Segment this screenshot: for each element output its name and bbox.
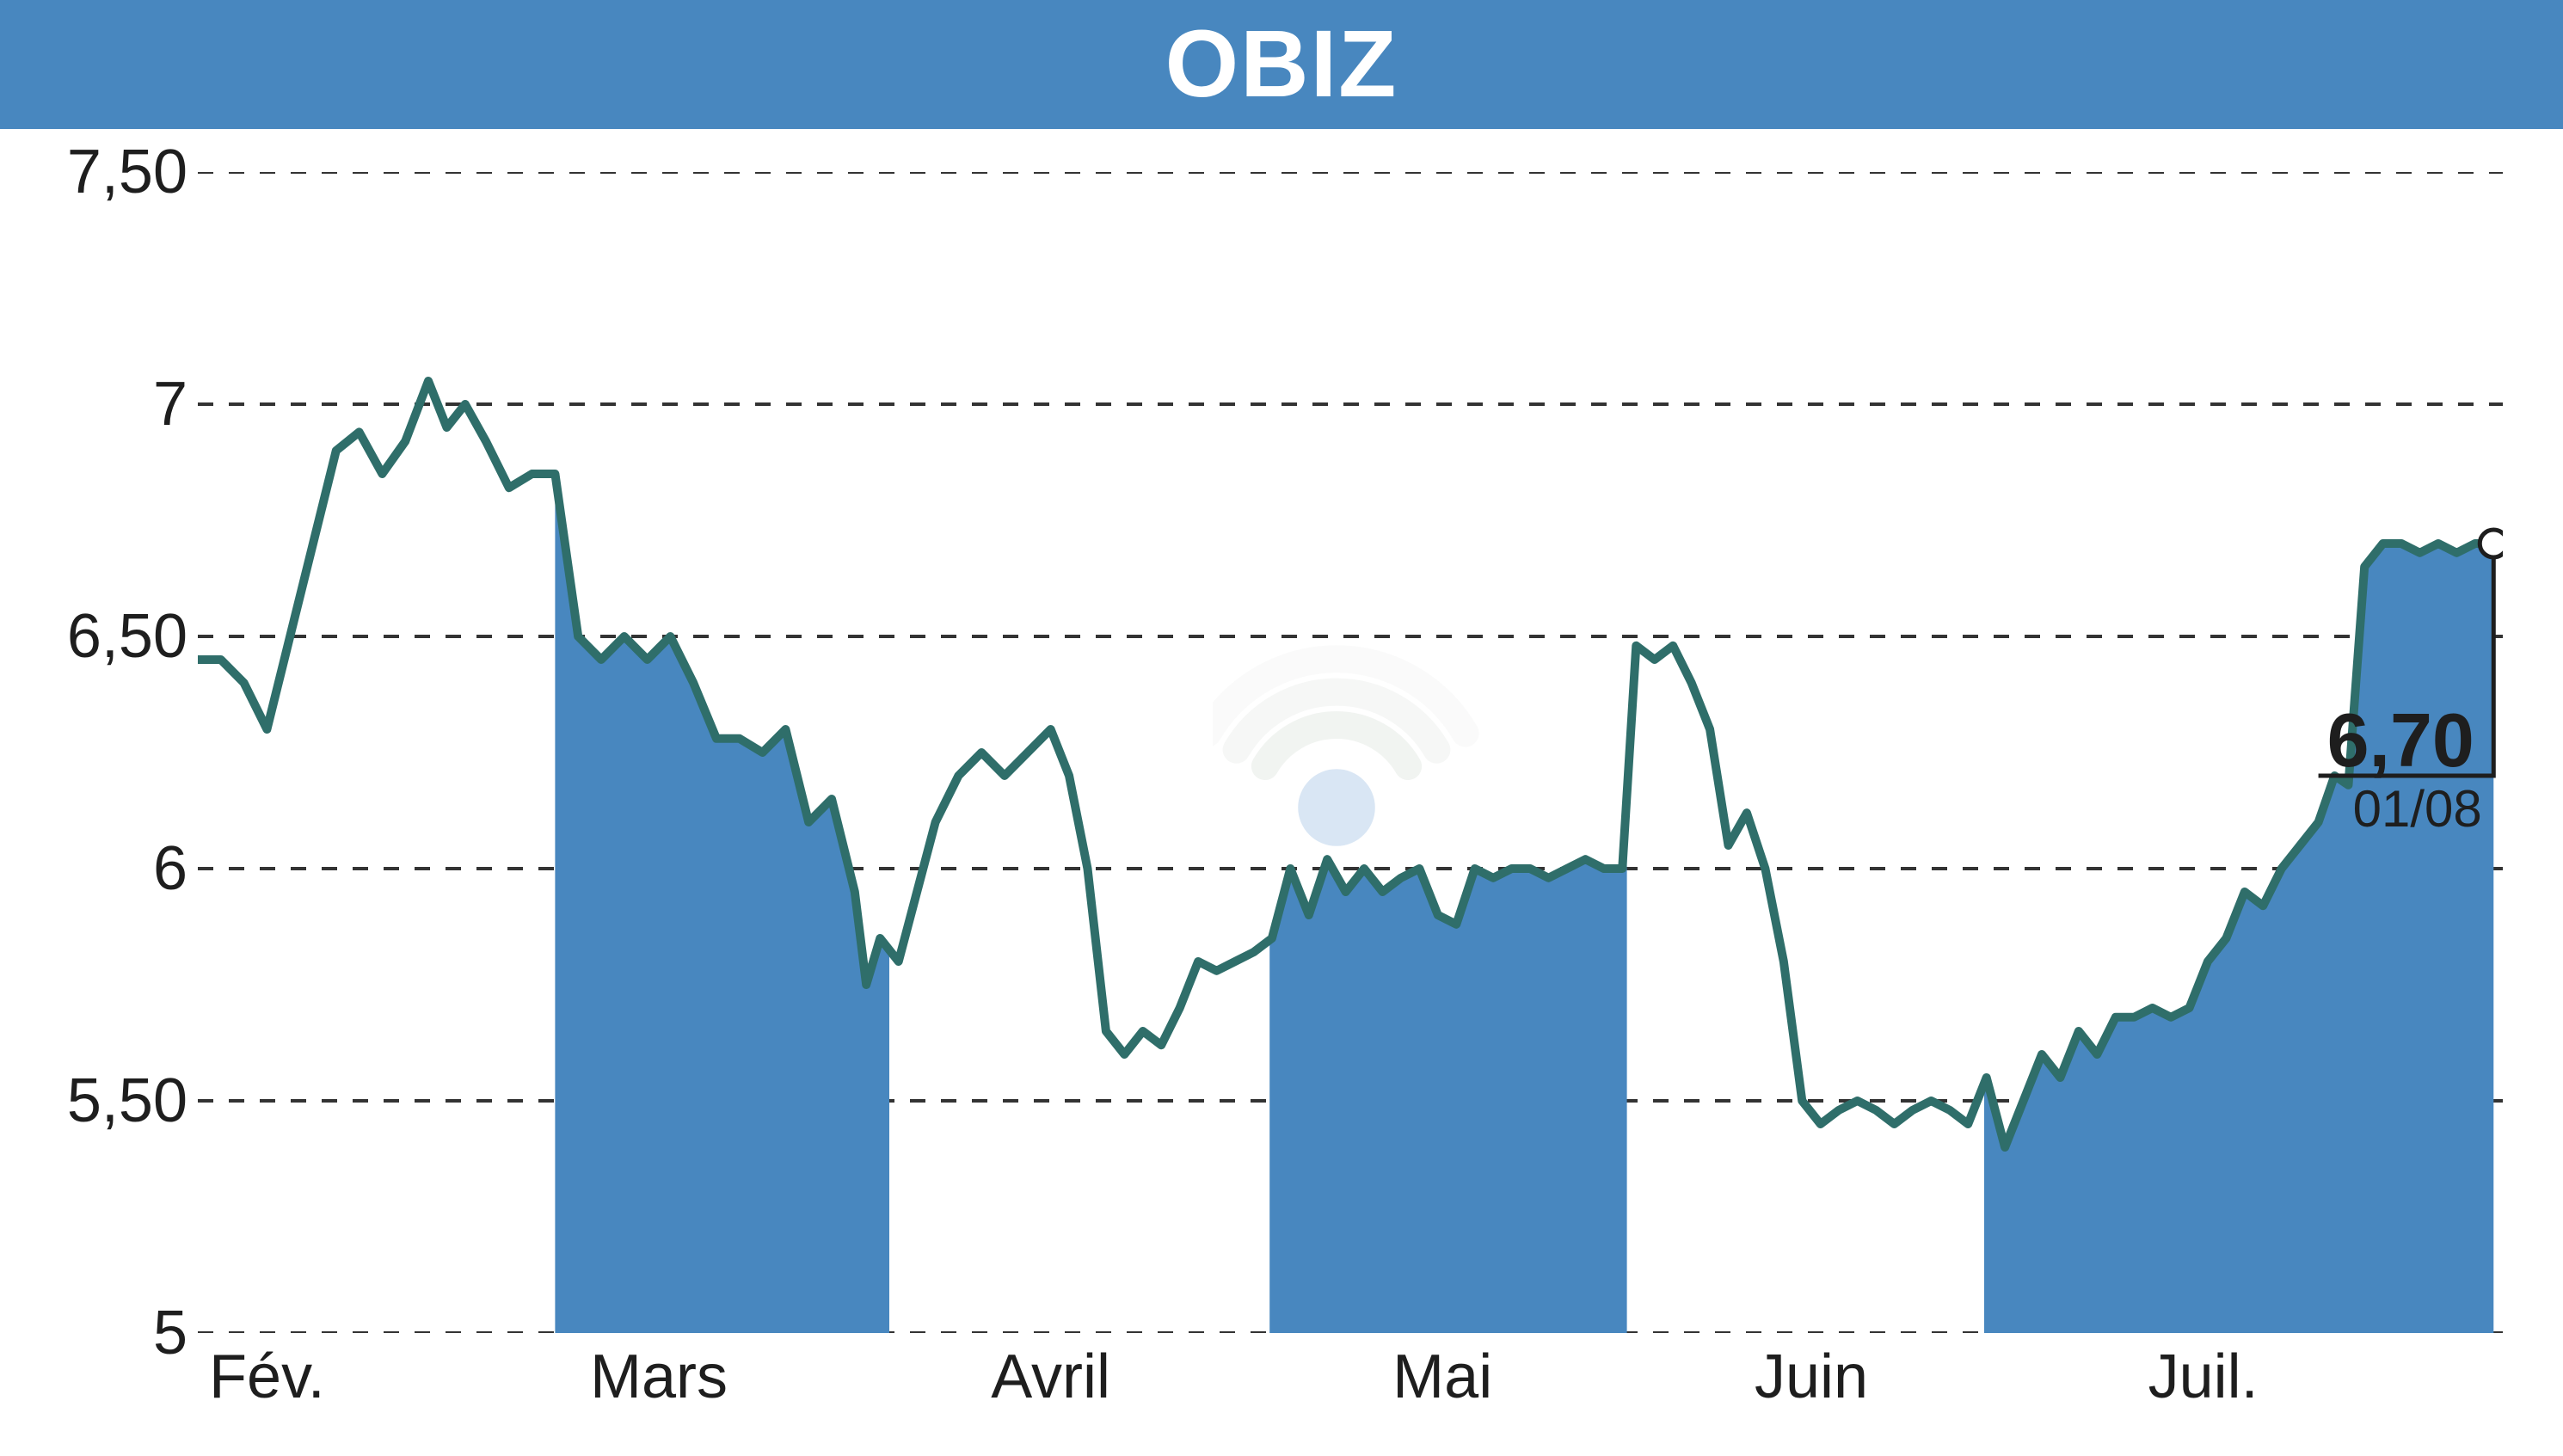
chart-plot-area: 55,5066,5077,50 Fév.MarsAvrilMaiJuinJuil… [198, 172, 2503, 1333]
x-tick-label: Fév. [209, 1342, 325, 1412]
y-tick-label: 7 [153, 369, 187, 439]
stock-chart-svg [198, 172, 2503, 1333]
y-tick-label: 6 [153, 833, 187, 904]
chart-title-bar: OBIZ [0, 0, 2563, 129]
y-tick-label: 5 [153, 1298, 187, 1368]
y-tick-label: 7,50 [67, 137, 187, 207]
y-tick-label: 5,50 [67, 1066, 187, 1136]
x-tick-label: Juil. [2148, 1342, 2259, 1412]
x-tick-label: Juin [1755, 1342, 1868, 1412]
x-tick-label: Mars [590, 1342, 728, 1412]
end-date-label: 01/08 [2353, 779, 2482, 839]
x-tick-label: Avril [991, 1342, 1110, 1412]
x-tick-label: Mai [1392, 1342, 1492, 1412]
y-tick-label: 6,50 [67, 601, 187, 672]
chart-title: OBIZ [1165, 11, 1398, 117]
chart-container: OBIZ 55,5066,5077,50 Fév.MarsAvrilMaiJui… [0, 0, 2563, 1456]
end-value-label: 6,70 [2327, 697, 2474, 784]
